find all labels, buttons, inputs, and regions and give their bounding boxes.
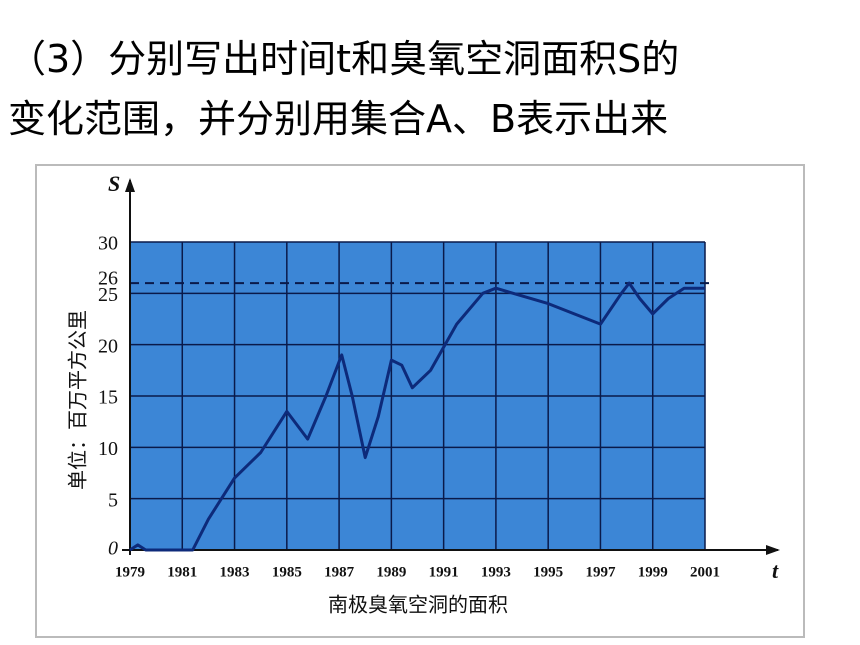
x-tick-label: 1987 — [324, 564, 355, 580]
x-tick-label: 2001 — [690, 564, 720, 580]
y-tick-label: 0 — [108, 538, 118, 560]
y-tick-label: 15 — [98, 387, 118, 409]
x-tick-label: 1991 — [429, 564, 459, 580]
x-tick-label: 1993 — [481, 564, 511, 580]
x-tick-label: 1985 — [272, 564, 302, 580]
chart-title: 南极臭氧空洞的面积 — [328, 594, 508, 617]
x-axis-arrow — [766, 545, 780, 555]
y-tick-label: 26 — [98, 268, 118, 290]
y-tick-label: 30 — [98, 233, 118, 255]
x-tick-label: 1983 — [220, 564, 250, 580]
y-tick-label: 10 — [98, 438, 118, 460]
x-axis-name: t — [772, 558, 779, 583]
data-line — [129, 281, 705, 552]
question-line: 变化范围，并分别用集合A、B表示出来 — [8, 97, 669, 141]
x-tick-label: 1989 — [376, 564, 406, 580]
y-axis-arrow — [125, 178, 135, 192]
x-tick-label: 1999 — [638, 564, 668, 580]
x-tick-label: 1981 — [167, 564, 197, 580]
y-tick-label: 20 — [98, 335, 118, 357]
x-tick-label: 1995 — [533, 564, 563, 580]
y-axis-label: 单位：百万平方公里 — [67, 310, 90, 490]
x-tick-label: 1997 — [585, 564, 616, 580]
y-axis-name: S — [108, 171, 120, 196]
x-tick-label: 1979 — [115, 564, 145, 580]
y-tick-label: 5 — [108, 489, 118, 511]
question-line: （3）分别写出时间t和臭氧空洞面积S的 — [8, 37, 680, 81]
y-tick-label: 25 — [98, 284, 118, 306]
